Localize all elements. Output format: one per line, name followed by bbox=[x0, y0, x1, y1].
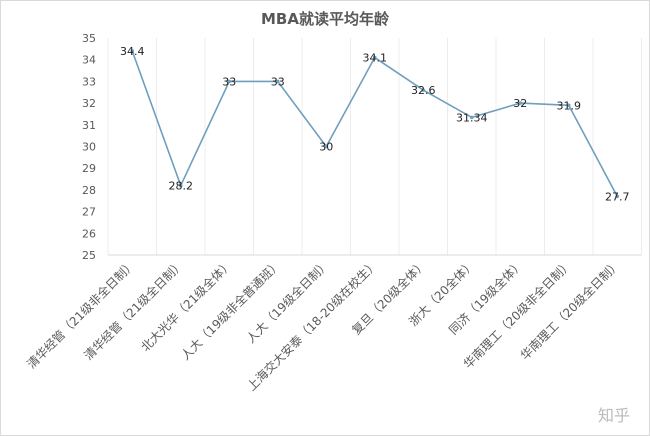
data-label: 33 bbox=[222, 75, 236, 88]
data-point bbox=[324, 144, 329, 149]
data-point bbox=[227, 79, 232, 84]
data-label: 28.2 bbox=[169, 180, 194, 193]
y-tick-label: 26 bbox=[82, 227, 96, 240]
data-label: 31.9 bbox=[557, 99, 582, 112]
y-tick-label: 33 bbox=[82, 75, 96, 88]
data-label: 34.1 bbox=[363, 52, 388, 65]
chart-title: MBA就读平均年龄 bbox=[261, 10, 389, 28]
y-tick-label: 31 bbox=[82, 119, 96, 132]
data-point bbox=[275, 79, 280, 84]
data-label: 27.7 bbox=[605, 190, 630, 203]
y-tick-label: 25 bbox=[82, 249, 96, 262]
x-tick-label: 华南理工（20级全日制） bbox=[517, 257, 623, 363]
data-label: 32.6 bbox=[411, 84, 436, 97]
data-label: 32 bbox=[513, 97, 527, 110]
data-label: 34.4 bbox=[120, 45, 145, 58]
y-tick-label: 29 bbox=[82, 162, 96, 175]
x-tick-label: 清华经管（21级全日制） bbox=[81, 257, 187, 363]
y-tick-label: 34 bbox=[82, 54, 96, 67]
data-label: 30 bbox=[319, 141, 333, 154]
data-label: 31.34 bbox=[456, 111, 488, 124]
zhihu-watermark: 知乎 bbox=[597, 406, 630, 425]
x-tick-label: 人大（19级非全普通班） bbox=[178, 257, 284, 363]
data-point bbox=[372, 55, 377, 60]
data-point bbox=[469, 115, 474, 120]
data-point bbox=[615, 194, 620, 199]
data-label: 33 bbox=[271, 75, 285, 88]
data-point bbox=[130, 49, 135, 53]
y-tick-label: 30 bbox=[82, 141, 96, 154]
y-tick-label: 27 bbox=[82, 206, 96, 219]
data-point bbox=[518, 101, 523, 105]
y-tick-label: 35 bbox=[82, 32, 96, 45]
x-tick-label: 北大光华（21级全体） bbox=[138, 257, 236, 355]
y-tick-label: 28 bbox=[82, 184, 96, 197]
data-point bbox=[178, 183, 183, 188]
x-tick-label: 人大（19级全日制） bbox=[243, 257, 332, 346]
data-point bbox=[421, 88, 426, 92]
y-tick-label: 32 bbox=[82, 97, 96, 110]
data-point bbox=[566, 103, 571, 108]
